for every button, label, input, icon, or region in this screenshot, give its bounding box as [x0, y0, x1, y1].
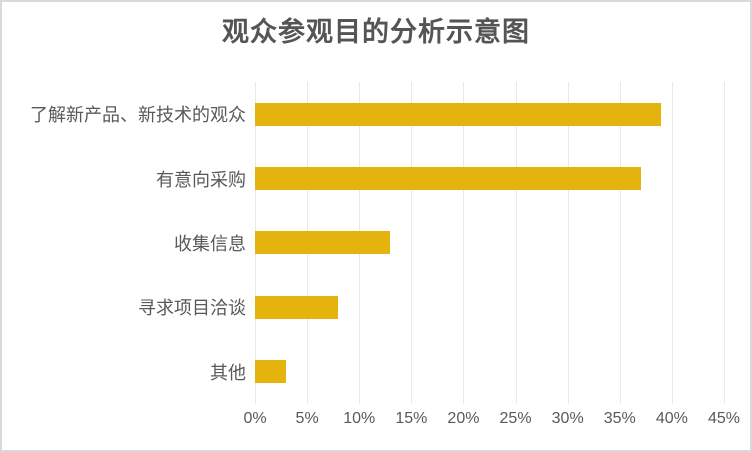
- x-axis-tick-label: 35%: [603, 410, 636, 427]
- x-axis-tick-label: 10%: [343, 410, 376, 427]
- bar: [255, 167, 641, 191]
- bar: [255, 295, 339, 319]
- x-axis-labels: 0% 5% 10% 15% 20% 25% 30% 35% 40% 45%: [243, 404, 740, 436]
- x-axis-tick-label: 20%: [447, 410, 480, 427]
- gridline: [411, 82, 413, 404]
- category-label: 寻求项目洽谈: [138, 298, 246, 319]
- x-axis-tick-label: 5%: [295, 410, 319, 427]
- gridline: [724, 82, 725, 404]
- bar-row: [255, 340, 724, 404]
- category-label: 收集信息: [174, 233, 246, 254]
- bar-row: [255, 275, 724, 339]
- x-axis-tick-label: 0%: [243, 410, 267, 427]
- bars-layer: [255, 82, 724, 404]
- gridline: [619, 82, 621, 404]
- gridline: [567, 82, 569, 404]
- bar-row: [255, 211, 724, 275]
- bar-row: [255, 146, 724, 210]
- y-axis-labels: 了解新产品、新技术的观众有意向采购收集信息寻求项目洽谈其他: [2, 82, 246, 404]
- bar: [255, 360, 287, 384]
- category-label: 了解新产品、新技术的观众: [30, 105, 246, 126]
- category-label: 有意向采购: [156, 169, 246, 190]
- category-label: 其他: [210, 362, 246, 383]
- bar: [255, 231, 391, 255]
- x-axis-tick-label: 40%: [655, 410, 688, 427]
- gridline: [671, 82, 673, 404]
- chart-title: 观众参观目的分析示意图: [222, 17, 530, 47]
- gridline: [463, 82, 465, 404]
- bar: [255, 102, 662, 126]
- x-axis-tick-label: 30%: [551, 410, 584, 427]
- x-axis-tick-label: 45%: [707, 410, 741, 427]
- bar-row: [255, 82, 724, 146]
- gridline: [515, 82, 517, 404]
- x-axis-tick-label: 15%: [395, 410, 428, 427]
- x-axis-tick-label: 25%: [499, 410, 532, 427]
- plot-area: [255, 82, 725, 404]
